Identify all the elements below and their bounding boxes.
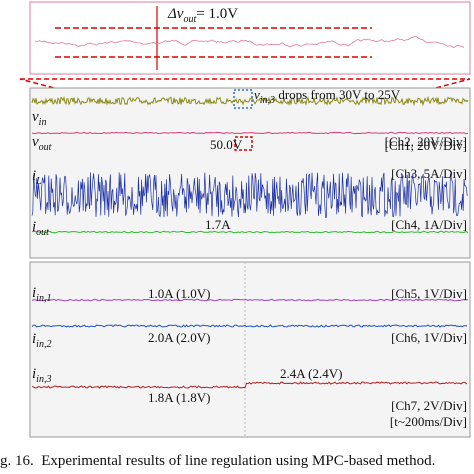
zoom-waveform bbox=[34, 35, 465, 48]
symbol: v bbox=[32, 109, 39, 125]
channel-name: vin,3 drops from 30V to 25V bbox=[254, 87, 401, 106]
channel-name: iin,3 bbox=[32, 366, 51, 385]
channel-scale: [Ch1, 20V/Div] bbox=[385, 138, 467, 153]
symbol: v bbox=[32, 134, 39, 150]
channel-name: iL bbox=[32, 168, 42, 187]
channel-scale: [Ch3, 5A/Div] bbox=[391, 166, 467, 181]
zoom-panel bbox=[29, 1, 471, 75]
channel-name: vin bbox=[32, 109, 46, 128]
channel-reading-after: 2.4A (2.4V) bbox=[280, 366, 342, 381]
scope-panel-top bbox=[29, 87, 471, 259]
channel-scale: [Ch7, 2V/Div] bbox=[391, 398, 467, 413]
subscript: out bbox=[39, 142, 52, 153]
traces bbox=[31, 35, 469, 389]
symbol: Δv bbox=[167, 6, 184, 22]
waveform bbox=[31, 95, 469, 107]
subscript: in,3 bbox=[260, 95, 275, 106]
channel-scale: [Ch5, 1V/Div] bbox=[391, 286, 467, 301]
waveform bbox=[31, 172, 468, 218]
symbol: i bbox=[32, 331, 36, 347]
channel-name: iin,2 bbox=[32, 331, 51, 350]
channel-name: vout bbox=[32, 134, 52, 153]
waveform bbox=[31, 381, 468, 389]
subscript: out bbox=[36, 227, 49, 238]
channel-reading: 1.0A (1.0V) bbox=[148, 286, 210, 301]
waveform bbox=[31, 230, 469, 234]
symbol: i bbox=[32, 168, 36, 184]
channel-name: Δvout= 1.0V bbox=[167, 6, 238, 25]
symbol: i bbox=[32, 285, 36, 301]
timebase: [t~200ms/Div] bbox=[390, 414, 467, 429]
subscript: L bbox=[35, 176, 42, 187]
symbol: v bbox=[254, 87, 260, 102]
scope-panel-bottom bbox=[29, 261, 471, 438]
channel-reading: 50.0V bbox=[210, 137, 243, 152]
subscript: in bbox=[39, 117, 47, 128]
label-value: = 1.0V bbox=[196, 6, 238, 22]
subscript: in,1 bbox=[36, 293, 51, 304]
caption: g. 16. Experimental results of line regu… bbox=[0, 453, 435, 469]
channel-scale: [Ch2, 20V/Div] bbox=[385, 134, 467, 149]
focus-box bbox=[233, 89, 253, 109]
subscript: out bbox=[183, 14, 196, 25]
channel-scale: [Ch6, 1V/Div] bbox=[391, 330, 467, 345]
waveform bbox=[31, 324, 468, 328]
waveform bbox=[31, 131, 469, 135]
channel-reading: 1.8A (1.8V) bbox=[148, 390, 210, 405]
channel-name: iin,1 bbox=[32, 285, 51, 304]
channel-name: iout bbox=[32, 219, 49, 238]
channel-reading: 2.0A (2.0V) bbox=[148, 330, 210, 345]
waveform bbox=[31, 298, 469, 302]
channel-scale: [Ch4, 1A/Div] bbox=[391, 217, 467, 232]
subscript: in,3 bbox=[36, 374, 51, 385]
channel-reading: 1.7A bbox=[205, 217, 231, 232]
symbol: i bbox=[32, 366, 36, 382]
annotation-text: drops from 30V to 25V bbox=[275, 87, 401, 102]
symbol: i bbox=[32, 219, 36, 235]
subscript: in,2 bbox=[36, 339, 51, 350]
